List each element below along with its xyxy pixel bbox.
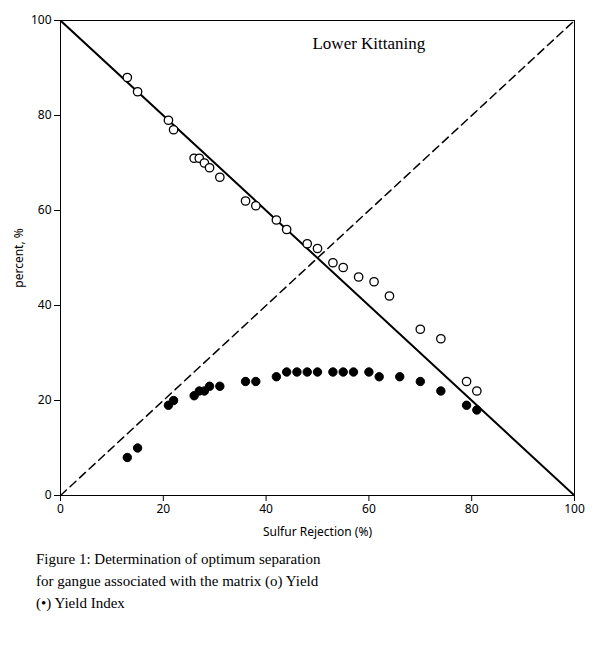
svg-text:Lower Kittaning: Lower Kittaning	[312, 34, 425, 53]
svg-text:0: 0	[45, 486, 52, 503]
svg-text:percent, %: percent, %	[10, 228, 27, 287]
html-text:Figure 1: Determination of opt: Figure 1: Determination of optimum separ…	[36, 551, 321, 567]
svg-text:40: 40	[38, 296, 52, 313]
svg-text:100: 100	[564, 500, 585, 517]
svg-text:60: 60	[38, 201, 52, 218]
svg-text:100: 100	[31, 11, 52, 28]
svg-text:20: 20	[38, 391, 52, 408]
svg-text:0: 0	[57, 500, 64, 517]
svg-text:80: 80	[38, 106, 52, 123]
svg-text:60: 60	[362, 500, 376, 517]
svg-text:80: 80	[465, 500, 479, 517]
html-text:for gangue associated with the: for gangue associated with the matrix (o…	[36, 572, 319, 589]
svg-text:20: 20	[156, 500, 170, 517]
html-text:(•) Yield Index: (•) Yield Index	[36, 594, 125, 611]
svg-text:Sulfur Rejection (%): Sulfur Rejection (%)	[263, 523, 372, 540]
svg-text:40: 40	[259, 500, 273, 517]
